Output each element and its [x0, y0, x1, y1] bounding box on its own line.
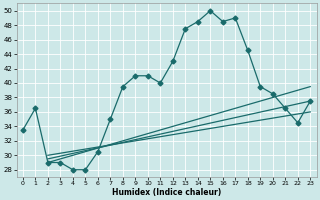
X-axis label: Humidex (Indice chaleur): Humidex (Indice chaleur) [112, 188, 221, 197]
